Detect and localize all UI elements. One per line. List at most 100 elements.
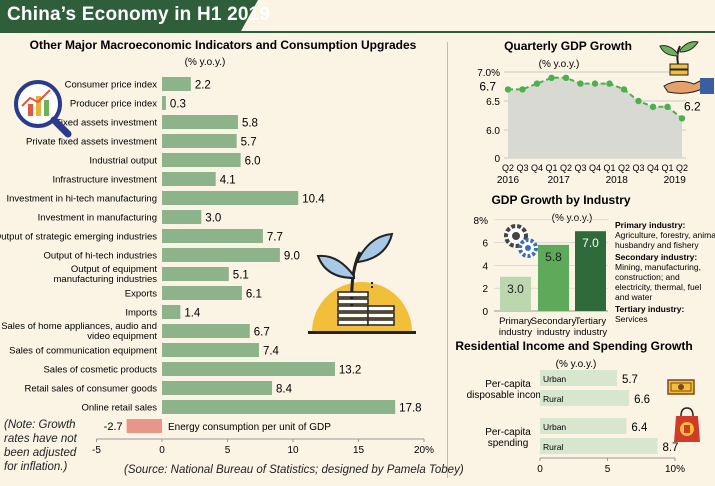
title-band xyxy=(0,0,258,33)
chart-title: Quarterly GDP Growth xyxy=(504,39,632,53)
header-banner: China’s Economy in H1 2019 xyxy=(0,0,715,33)
bar xyxy=(162,286,242,300)
bar-value-label: 6.6 xyxy=(634,394,650,406)
column-divider xyxy=(447,42,448,478)
gdp-point xyxy=(519,86,526,93)
bar-value-label: 3.0 xyxy=(507,282,524,296)
bar-value-label: 2.2 xyxy=(195,80,211,92)
group-label: disposable income xyxy=(467,390,550,401)
chart-title: Other Major Macroeconomic Indicators and… xyxy=(30,38,417,52)
category-label: Exports xyxy=(125,289,157,300)
x-tick-label: Q2 xyxy=(618,163,630,173)
chart-subtitle: (% y.o.y.) xyxy=(539,59,580,70)
y-tick-label: 8% xyxy=(474,216,489,227)
bar xyxy=(162,77,191,91)
bar-name: Urban xyxy=(543,374,566,384)
growth-note-line: (Note: Growth xyxy=(4,419,76,431)
bar xyxy=(162,191,299,205)
quarterly-gdp-chart: Quarterly GDP Growth (% y.o.y.) 7.0% 6.5 6.0… xyxy=(477,39,714,186)
y-tick-label: 0 xyxy=(494,154,500,165)
gdp-point xyxy=(635,97,642,105)
legend-desc: husbandry and fishery xyxy=(615,240,699,250)
shopping-bag-yuan-icon xyxy=(674,407,700,442)
source-note: (Source: National Bureau of Statistics; … xyxy=(124,464,464,476)
category-label: Private fixed assets investment xyxy=(26,137,157,148)
annotation-label: 6.7 xyxy=(479,79,496,93)
y-tick-label: 6.5 xyxy=(486,97,500,108)
growing-plant-coins-icon xyxy=(308,232,416,334)
legend-desc: construction; and xyxy=(615,272,680,282)
bar xyxy=(162,248,280,262)
bar-value-label: 5.7 xyxy=(241,137,257,149)
plant-coins-hand-icon xyxy=(659,41,714,94)
magnifier-chart-icon xyxy=(14,80,72,138)
bar-value-label: 4.1 xyxy=(220,175,236,187)
bar xyxy=(162,229,263,243)
bar xyxy=(162,172,216,186)
bar-value-label: -2.7 xyxy=(104,421,123,433)
bar-value-label: 10.4 xyxy=(302,194,325,206)
x-tick-label: Q4 xyxy=(647,163,659,173)
category-label: Infrastructure investment xyxy=(52,175,157,186)
bar-value-label: 3.0 xyxy=(205,213,221,225)
bar-value-label: 7.0 xyxy=(582,236,599,250)
bar-value-label: 7.7 xyxy=(267,232,283,244)
chart-title: GDP Growth by Industry xyxy=(491,193,630,207)
gdp-point xyxy=(562,74,570,81)
gdp-point xyxy=(548,74,555,81)
bar-value-label: 6.1 xyxy=(246,289,262,301)
x-tick-label: 15 xyxy=(353,445,365,456)
category-label: manufacturing industries xyxy=(54,274,158,285)
header-rule xyxy=(240,31,715,33)
x-tick-label: 10 xyxy=(287,445,299,456)
category-label: industry xyxy=(537,327,571,338)
chart-subtitle: (% y.o.y.) xyxy=(552,213,593,224)
category-label: Output of strategic emerging industries xyxy=(0,232,157,243)
x-year-label: 2019 xyxy=(664,175,687,186)
bar xyxy=(162,343,259,357)
category-label: Investment in hi-tech manufacturing xyxy=(7,194,158,205)
legend-name: Secondary industry: xyxy=(615,252,697,262)
x-tick-label: Q2 xyxy=(676,163,688,173)
category-label: Imports xyxy=(125,308,157,319)
category-label: Primary xyxy=(499,316,532,327)
chart-title: Residential Income and Spending Growth xyxy=(455,339,692,353)
bar-value-label: 5.7 xyxy=(622,374,638,386)
category-label: Producer price index xyxy=(70,99,157,110)
category-label: video equipment xyxy=(87,331,157,342)
bar xyxy=(162,381,273,395)
x-tick-label: Q2 xyxy=(502,163,514,173)
gdp-point xyxy=(678,115,686,122)
category-label: Secondary xyxy=(531,316,577,327)
bar xyxy=(162,362,335,376)
group-label: Per-capita xyxy=(485,427,531,438)
growth-note-line: for inflation.) xyxy=(4,461,68,473)
bar-value-label: 13.2 xyxy=(339,365,361,377)
bar-value-label: 17.8 xyxy=(399,403,421,415)
legend-name: Primary industry: xyxy=(615,220,686,230)
chart-subtitle: (% y.o.y.) xyxy=(556,359,597,370)
category-label: Sales of communication equipment xyxy=(9,346,157,357)
bar xyxy=(500,276,531,311)
bar xyxy=(162,400,396,414)
gdp-point xyxy=(664,103,671,111)
x-tick-label: Q4 xyxy=(531,163,543,173)
category-label: Sales of cosmetic products xyxy=(43,365,157,376)
growth-note-line: been adjusted xyxy=(4,447,77,459)
annotation-label: 6.2 xyxy=(684,99,701,113)
category-label: Fixed assets investment xyxy=(55,118,157,129)
x-tick-label: -5 xyxy=(92,445,101,456)
group-label: spending xyxy=(488,438,529,449)
category-label: industry xyxy=(574,327,608,338)
bar xyxy=(162,210,202,224)
bar xyxy=(540,438,658,454)
bar-value-label: 8.4 xyxy=(276,384,293,396)
legend-desc: and water xyxy=(615,292,652,302)
category-label: Output of hi-tech industries xyxy=(43,251,157,262)
x-year-label: 2017 xyxy=(548,175,571,186)
x-tick-label: Q3 xyxy=(516,163,528,173)
bar-value-label: 5.8 xyxy=(242,118,258,130)
category-label: Industrial output xyxy=(89,156,157,167)
bar xyxy=(162,115,238,129)
bar xyxy=(162,96,166,110)
